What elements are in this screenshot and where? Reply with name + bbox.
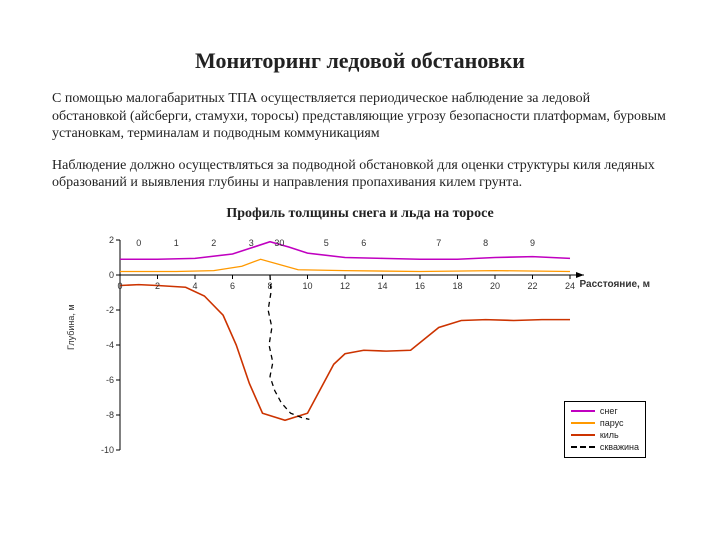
legend-swatch-snow xyxy=(571,410,595,412)
profile-chart: Глубина, м Расстояние, м снег парус киль… xyxy=(80,230,640,470)
paragraph-2: Наблюдение должно осуществляться за подв… xyxy=(52,157,668,192)
legend-item-keel: киль xyxy=(571,429,639,441)
slide: Мониторинг ледовой обстановки С помощью … xyxy=(0,0,720,540)
legend-swatch-borehole xyxy=(571,446,595,448)
legend-item-borehole: скважина xyxy=(571,441,639,453)
page-title: Мониторинг ледовой обстановки xyxy=(52,48,668,74)
legend-item-sail: парус xyxy=(571,417,639,429)
y-tick: -8 xyxy=(98,410,114,420)
top-number: 30 xyxy=(274,238,284,248)
legend-label: скважина xyxy=(600,441,639,453)
x-tick: 6 xyxy=(230,281,235,291)
x-tick: 16 xyxy=(415,281,425,291)
top-number: 2 xyxy=(211,238,216,248)
x-tick: 20 xyxy=(490,281,500,291)
x-tick: 14 xyxy=(377,281,387,291)
top-number: 8 xyxy=(483,238,488,248)
y-tick: -10 xyxy=(98,445,114,455)
y-tick: 2 xyxy=(98,235,114,245)
x-tick: 12 xyxy=(340,281,350,291)
y-tick: -6 xyxy=(98,375,114,385)
figure-caption: Профиль толщины снега и льда на торосе xyxy=(52,206,668,222)
legend-label: киль xyxy=(600,429,619,441)
paragraph-1: С помощью малогабаритных ТПА осуществляе… xyxy=(52,90,668,143)
top-number: 7 xyxy=(436,238,441,248)
top-number: 1 xyxy=(174,238,179,248)
legend-label: снег xyxy=(600,405,618,417)
top-number: 6 xyxy=(361,238,366,248)
legend-swatch-keel xyxy=(571,434,595,436)
x-tick: 18 xyxy=(452,281,462,291)
x-tick: 8 xyxy=(267,281,272,291)
x-tick: 0 xyxy=(117,281,122,291)
top-number: 9 xyxy=(530,238,535,248)
x-tick: 4 xyxy=(192,281,197,291)
top-number: 5 xyxy=(324,238,329,248)
chart-svg xyxy=(80,230,640,470)
x-tick: 2 xyxy=(155,281,160,291)
x-axis-label: Расстояние, м xyxy=(579,279,650,290)
x-tick: 10 xyxy=(302,281,312,291)
y-tick: -2 xyxy=(98,305,114,315)
y-tick: 0 xyxy=(98,270,114,280)
top-number: 3 xyxy=(249,238,254,248)
legend-swatch-sail xyxy=(571,422,595,424)
legend-item-snow: снег xyxy=(571,405,639,417)
x-tick: 24 xyxy=(565,281,575,291)
x-tick: 22 xyxy=(527,281,537,291)
y-axis-label: Глубина, м xyxy=(66,304,76,350)
legend-label: парус xyxy=(600,417,624,429)
chart-legend: снег парус киль скважина xyxy=(564,401,646,458)
y-tick: -4 xyxy=(98,340,114,350)
top-number: 0 xyxy=(136,238,141,248)
